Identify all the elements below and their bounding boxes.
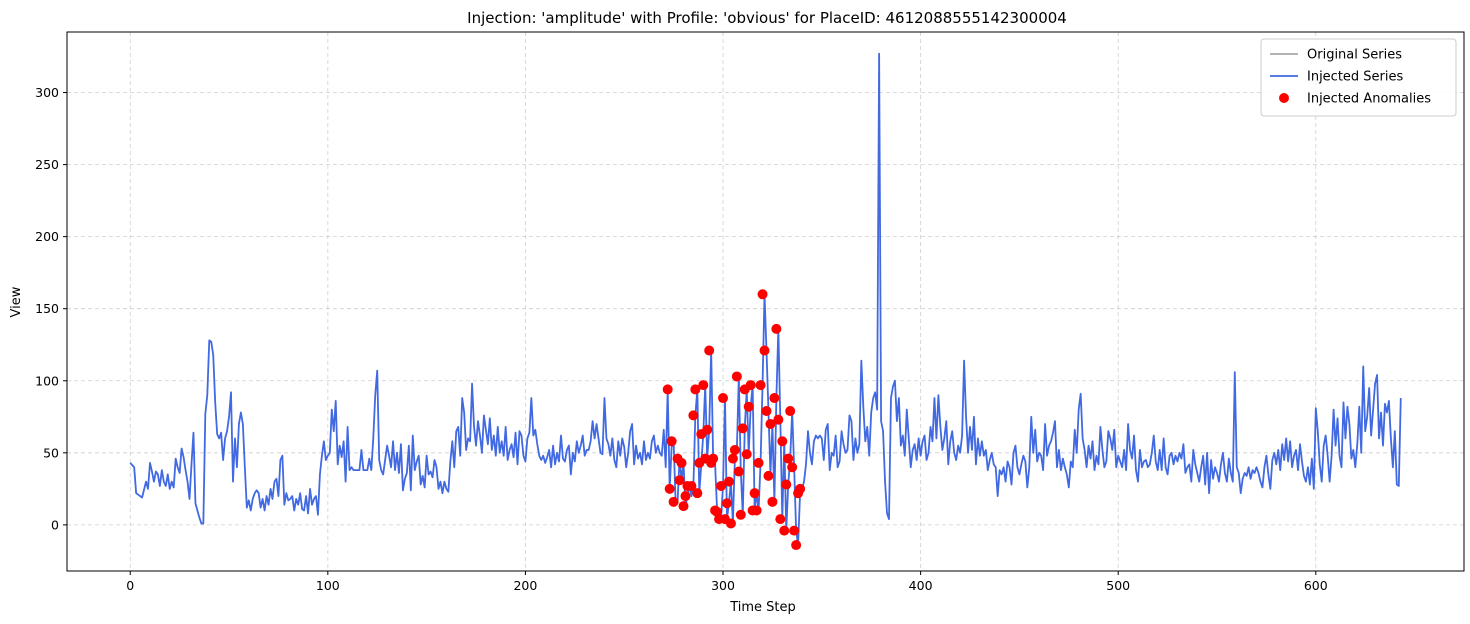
anomaly-point xyxy=(733,466,744,477)
anomaly-point xyxy=(791,540,802,551)
anomaly-point xyxy=(751,505,762,516)
y-tick-label: 300 xyxy=(35,85,59,100)
legend-entry-label: Original Series xyxy=(1307,48,1402,63)
chart-title: Injection: 'amplitude' with Profile: 'ob… xyxy=(467,9,1067,27)
anomaly-point xyxy=(753,457,764,468)
anomaly-point xyxy=(759,345,770,356)
anomaly-point xyxy=(668,496,679,507)
plot-area xyxy=(129,52,1402,551)
x-tick-label: 0 xyxy=(126,578,134,593)
series-line-injected xyxy=(129,52,1402,546)
anomaly-point xyxy=(787,462,798,473)
x-tick-label: 500 xyxy=(1106,578,1130,593)
grid xyxy=(67,32,1464,571)
y-tick-label: 150 xyxy=(35,301,59,316)
anomaly-point xyxy=(708,453,719,464)
anomaly-point xyxy=(755,380,766,391)
anomaly-point xyxy=(775,514,786,525)
anomaly-point xyxy=(676,457,687,468)
anomaly-point xyxy=(721,498,732,509)
y-tick-label: 50 xyxy=(43,445,59,460)
anomaly-point xyxy=(743,401,754,412)
legend-swatch-marker xyxy=(1279,93,1289,103)
anomaly-point xyxy=(783,453,794,464)
anomaly-point xyxy=(686,480,697,491)
y-tick-label: 0 xyxy=(51,517,59,532)
anomaly-point xyxy=(757,289,768,300)
anomaly-point xyxy=(745,380,756,391)
anomaly-point xyxy=(690,384,701,395)
anomaly-point xyxy=(692,488,703,499)
legend-entry-label: Injected Series xyxy=(1307,70,1404,85)
anomaly-point xyxy=(678,501,689,512)
anomaly-point xyxy=(723,476,734,487)
anomaly-point xyxy=(674,475,685,486)
anomaly-point xyxy=(779,525,790,536)
legend: Original Series Injected Series Injected A… xyxy=(1260,38,1457,117)
anomaly-point xyxy=(771,323,782,334)
anomaly-point xyxy=(698,380,709,391)
anomaly-point xyxy=(731,371,742,382)
anomaly-point xyxy=(680,491,691,502)
x-tick-label: 600 xyxy=(1304,578,1328,593)
axes-frame xyxy=(66,31,1465,572)
anomaly-point xyxy=(795,483,806,494)
legend-box xyxy=(1260,38,1457,117)
y-tick-label: 100 xyxy=(35,373,59,388)
anomaly-point xyxy=(718,393,729,404)
anomaly-point xyxy=(761,406,772,417)
anomaly-point xyxy=(688,410,699,421)
anomaly-point xyxy=(749,488,760,499)
anomaly-point xyxy=(773,414,784,425)
anomaly-point xyxy=(769,393,780,404)
x-tick-label: 400 xyxy=(909,578,933,593)
anomaly-point xyxy=(704,345,715,356)
anomaly-point xyxy=(729,444,740,455)
anomaly-point xyxy=(716,480,727,491)
anomaly-point xyxy=(765,419,776,429)
anomaly-point xyxy=(662,384,673,395)
ticks: 0 100 200 300 400 500 600 0 50 100 150 200 250 300 xyxy=(35,85,1328,593)
anomaly-point xyxy=(741,449,752,460)
x-tick-label: 300 xyxy=(711,578,735,593)
anomaly-point xyxy=(777,436,788,447)
y-axis-label: View xyxy=(9,286,24,317)
y-tick-label: 250 xyxy=(35,157,59,172)
anomaly-point xyxy=(785,406,796,417)
anomaly-point xyxy=(763,470,774,481)
anomaly-point xyxy=(781,479,792,490)
anomaly-point xyxy=(727,453,738,464)
x-tick-label: 200 xyxy=(513,578,537,593)
x-tick-label: 100 xyxy=(316,578,340,593)
anomaly-point xyxy=(767,496,778,507)
anomaly-point xyxy=(737,423,748,434)
anomaly-point xyxy=(666,436,677,447)
anomaly-point xyxy=(725,518,736,529)
anomaly-point xyxy=(789,525,800,536)
anomaly-point xyxy=(735,509,746,520)
anomaly-point xyxy=(664,483,675,494)
x-axis-label: Time Step xyxy=(729,600,796,615)
anomaly-point xyxy=(702,424,713,435)
legend-entry-label: Injected Anomalies xyxy=(1307,92,1431,107)
y-tick-label: 200 xyxy=(35,229,59,244)
